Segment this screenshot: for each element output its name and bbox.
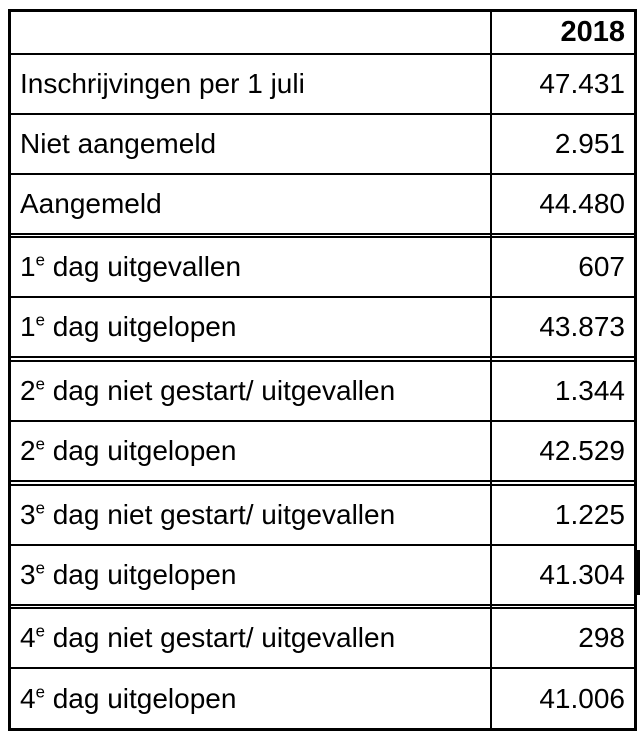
row-label-cell: Inschrijvingen per 1 juli <box>8 52 492 115</box>
row-value-cell: 1.344 <box>489 359 637 423</box>
row-value-cell: 47.431 <box>489 52 637 115</box>
table-row: 1e dag uitgelopen 43.873 <box>8 296 637 359</box>
row-label-text: dag niet gestart/ uitgevallen <box>44 498 396 530</box>
row-label-text: dag uitgelopen <box>44 682 237 714</box>
row-value-cell: 43.873 <box>489 296 637 359</box>
table-header-row: 2018 <box>8 9 637 55</box>
row-label-superscript: e <box>35 311 45 331</box>
row-label-text: dag uitgelopen <box>44 558 237 590</box>
table-row: 4e dag niet gestart/ uitgevallen 298 <box>8 607 637 670</box>
row-label-superscript: e <box>35 682 45 702</box>
row-value-cell: 44.480 <box>489 172 637 235</box>
row-value-cell: 1.225 <box>489 483 637 546</box>
row-label-text: Aangemeld <box>20 187 162 219</box>
row-label-cell: Aangemeld <box>8 172 492 235</box>
table-head: 2018 <box>8 9 637 55</box>
row-label-text: dag niet gestart/ uitgevallen <box>44 374 396 406</box>
table-row: 1e dag uitgevallen 607 <box>8 236 637 299</box>
row-label-cell: 2e dag uitgelopen <box>8 420 492 483</box>
row-label-cell: 1e dag uitgelopen <box>8 296 492 359</box>
table-row: Niet aangemeld 2.951 <box>8 112 637 175</box>
row-value-cell: 41.304 <box>489 543 637 606</box>
row-label-superscript: e <box>35 374 45 394</box>
row-label-num: 3 <box>20 558 36 590</box>
row-value-cell: 2.951 <box>489 112 637 175</box>
row-label-num: 4 <box>20 682 36 714</box>
row-label-cell: 3e dag uitgelopen <box>8 543 492 606</box>
row-label-superscript: e <box>35 498 45 518</box>
row-label-cell: 3e dag niet gestart/ uitgevallen <box>8 483 492 546</box>
row-value-cell: 298 <box>489 607 637 670</box>
row-label-text: Inschrijvingen per 1 juli <box>20 67 305 99</box>
row-value-cell: 41.006 <box>489 667 637 731</box>
table-row: 4e dag uitgelopen 41.006 <box>8 667 637 731</box>
row-value-cell: 42.529 <box>489 420 637 483</box>
statistics-table: 2018 Inschrijvingen per 1 juli 47.431 Ni… <box>8 9 637 731</box>
table-body: Inschrijvingen per 1 juli 47.431 Niet aa… <box>8 52 637 731</box>
row-value-cell: 607 <box>489 236 637 299</box>
row-label-num: 1 <box>20 311 36 343</box>
table-row: 3e dag niet gestart/ uitgevallen 1.225 <box>8 483 637 546</box>
row-label-text: Niet aangemeld <box>20 127 217 159</box>
row-label-text: dag uitgelopen <box>44 435 237 467</box>
row-label-cell: 1e dag uitgevallen <box>8 236 492 299</box>
row-label-text: dag uitgelopen <box>44 311 237 343</box>
row-label-num: 2 <box>20 374 36 406</box>
row-label-text: dag niet gestart/ uitgevallen <box>44 622 396 654</box>
row-label-num: 4 <box>20 622 36 654</box>
table-row: Aangemeld 44.480 <box>8 172 637 235</box>
row-label-superscript: e <box>35 434 45 454</box>
row-label-text: dag uitgevallen <box>44 251 242 283</box>
row-label-num: 3 <box>20 498 36 530</box>
row-label-superscript: e <box>35 558 45 578</box>
table-row: 3e dag uitgelopen 41.304 <box>8 543 637 606</box>
row-label-cell: 4e dag uitgelopen <box>8 667 492 731</box>
header-year-cell: 2018 <box>489 9 637 55</box>
row-label-cell: Niet aangemeld <box>8 112 492 175</box>
table-row: 2e dag uitgelopen 42.529 <box>8 420 637 483</box>
header-empty-cell <box>8 9 492 55</box>
table-row: 2e dag niet gestart/ uitgevallen 1.344 <box>8 359 637 423</box>
row-label-num: 2 <box>20 435 36 467</box>
caret-artifact <box>636 550 640 595</box>
row-label-superscript: e <box>35 622 45 642</box>
row-label-cell: 4e dag niet gestart/ uitgevallen <box>8 607 492 670</box>
row-label-num: 1 <box>20 251 36 283</box>
row-label-cell: 2e dag niet gestart/ uitgevallen <box>8 359 492 423</box>
row-label-superscript: e <box>35 250 45 270</box>
table-row: Inschrijvingen per 1 juli 47.431 <box>8 52 637 115</box>
